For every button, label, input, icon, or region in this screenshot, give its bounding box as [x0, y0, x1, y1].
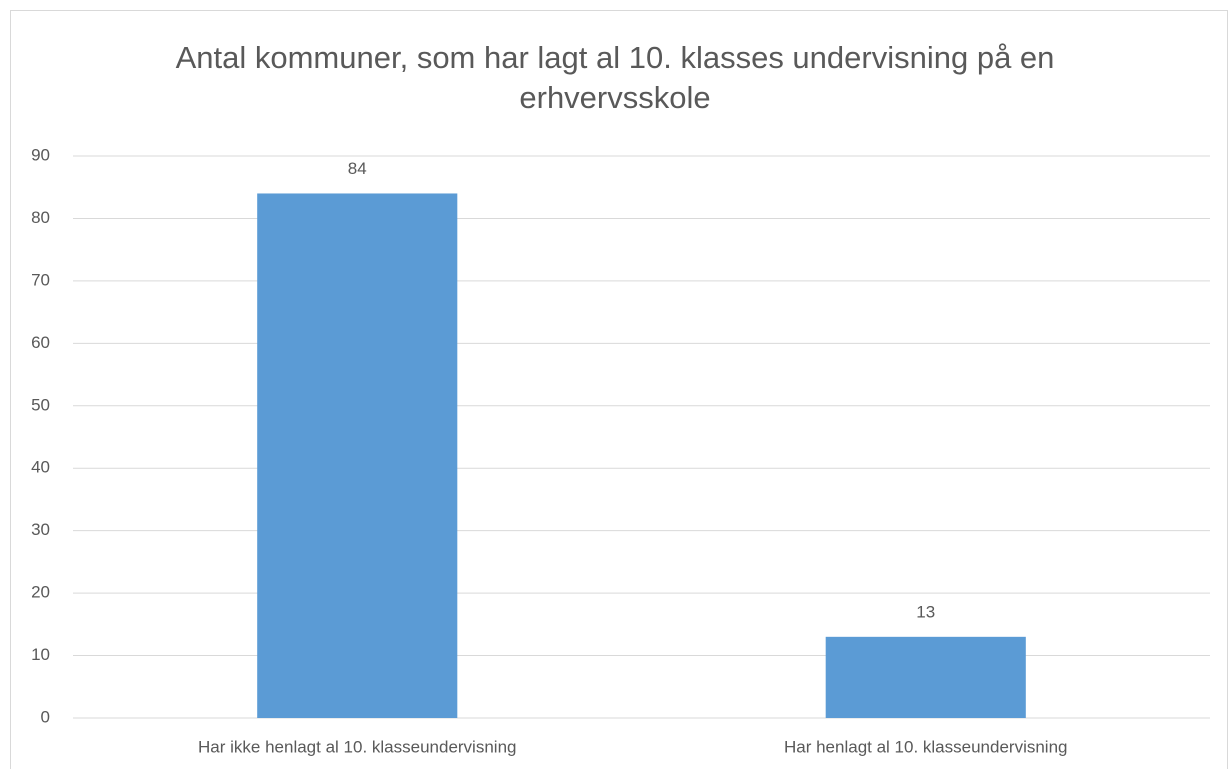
y-tick-label: 40 [31, 458, 50, 477]
y-tick-label: 90 [31, 145, 50, 164]
bar [825, 636, 1026, 718]
y-tick-label: 80 [31, 208, 50, 227]
y-tick-label: 20 [31, 583, 50, 602]
y-tick-label: 10 [31, 645, 50, 664]
chart-title: Antal kommuner, som har lagt al 10. klas… [175, 40, 1055, 115]
chart-border [10, 10, 1228, 769]
x-tick-label: Har henlagt al 10. klasseundervisning [784, 737, 1068, 756]
y-tick-label: 70 [31, 270, 50, 289]
y-tick-label: 50 [31, 395, 50, 414]
y-tick-label: 60 [31, 333, 50, 352]
bar [257, 193, 458, 718]
data-label: 84 [348, 159, 367, 178]
y-tick-label: 30 [31, 520, 50, 539]
x-tick-label: Har ikke henlagt al 10. klasseundervisni… [198, 737, 516, 756]
data-label: 13 [916, 602, 935, 621]
y-tick-label: 0 [41, 707, 50, 726]
